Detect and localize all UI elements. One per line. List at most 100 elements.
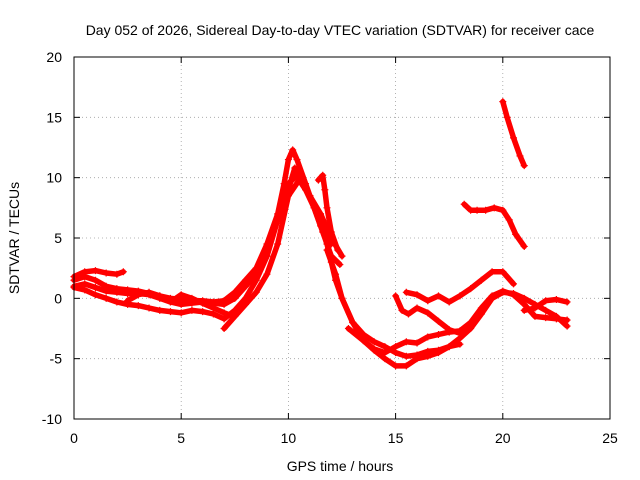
- data-point-marker: [359, 337, 367, 345]
- data-point-marker: [156, 292, 164, 300]
- data-point-marker: [113, 288, 121, 296]
- data-point-marker: [520, 294, 528, 302]
- data-point-marker: [327, 228, 335, 236]
- data-point-marker: [392, 362, 400, 370]
- data-point-marker: [424, 297, 432, 305]
- data-point-marker: [467, 206, 475, 214]
- data-point-marker: [392, 292, 400, 300]
- data-point-marker: [284, 156, 292, 164]
- data-point-marker: [336, 261, 344, 269]
- data-point-marker: [542, 306, 550, 314]
- data-point-marker: [156, 306, 164, 314]
- data-point-marker: [499, 268, 507, 276]
- y-tick-label: 0: [54, 290, 62, 306]
- data-point-marker: [124, 290, 132, 298]
- data-point-marker: [332, 270, 340, 278]
- data-point-marker: [344, 325, 352, 332]
- data-point-marker: [263, 252, 271, 260]
- data-point-marker: [321, 186, 329, 194]
- data-point-marker: [102, 269, 110, 277]
- data-point-marker: [542, 297, 550, 305]
- data-point-marker: [295, 176, 303, 184]
- series-line-track-7: [315, 172, 341, 253]
- data-point-marker: [460, 200, 468, 208]
- data-point-marker: [503, 113, 511, 121]
- data-point-marker: [323, 204, 331, 212]
- y-tick-label: 15: [46, 109, 62, 125]
- data-point-marker: [473, 206, 481, 214]
- data-point-marker: [284, 192, 292, 200]
- data-point-marker: [291, 164, 299, 172]
- data-point-marker: [338, 294, 346, 302]
- data-point-marker: [349, 318, 357, 326]
- chart-title: Day 052 of 2026, Sidereal Day-to-day VTE…: [86, 22, 595, 38]
- y-tick-label: -5: [50, 351, 63, 367]
- data-point-marker: [102, 294, 110, 302]
- data-point-marker: [424, 333, 432, 341]
- data-point-marker: [552, 296, 560, 304]
- data-point-marker: [505, 216, 513, 224]
- data-point-marker: [499, 206, 507, 214]
- data-point-marker: [392, 343, 400, 351]
- data-point-marker: [81, 286, 89, 294]
- data-point-marker: [242, 300, 250, 308]
- data-point-marker: [91, 283, 99, 291]
- data-point-marker: [231, 312, 239, 320]
- data-point-marker: [119, 268, 127, 276]
- data-point-marker: [477, 304, 485, 312]
- data-point-marker: [220, 315, 228, 323]
- data-point-marker: [381, 349, 389, 357]
- data-point-marker: [413, 304, 421, 312]
- data-point-marker: [81, 280, 89, 288]
- data-point-marker: [434, 331, 442, 339]
- data-point-marker: [499, 98, 507, 106]
- x-tick-label: 25: [602, 430, 618, 446]
- data-point-marker: [563, 322, 571, 330]
- data-point-marker: [424, 309, 432, 317]
- data-point-marker: [319, 171, 327, 179]
- data-series: [70, 98, 571, 370]
- data-point-marker: [166, 298, 174, 306]
- data-point-marker: [124, 297, 132, 305]
- data-point-marker: [102, 287, 110, 295]
- data-point-marker: [456, 340, 464, 348]
- data-point-marker: [413, 339, 421, 347]
- data-point-marker: [293, 156, 301, 164]
- data-point-marker: [188, 294, 196, 302]
- data-point-marker: [188, 306, 196, 314]
- data-point-marker: [402, 288, 410, 296]
- data-point-marker: [402, 338, 410, 346]
- data-point-marker: [434, 349, 442, 357]
- data-point-marker: [91, 276, 99, 284]
- data-point-marker: [323, 240, 331, 248]
- data-point-marker: [145, 288, 153, 296]
- data-point-marker: [520, 162, 528, 170]
- data-point-marker: [434, 317, 442, 325]
- data-point-marker: [516, 152, 524, 160]
- data-point-marker: [323, 246, 331, 254]
- data-point-marker: [552, 315, 560, 323]
- data-point-marker: [306, 192, 314, 200]
- data-point-marker: [531, 304, 539, 312]
- data-point-marker: [445, 326, 453, 334]
- data-point-marker: [177, 300, 185, 308]
- data-point-marker: [274, 240, 282, 248]
- data-point-marker: [134, 302, 142, 310]
- data-point-marker: [81, 273, 89, 281]
- data-point-marker: [482, 206, 490, 214]
- data-point-marker: [398, 306, 406, 314]
- data-point-marker: [113, 270, 121, 278]
- data-point-marker: [424, 352, 432, 360]
- data-point-marker: [242, 282, 250, 290]
- data-point-marker: [413, 291, 421, 299]
- data-point-marker: [499, 287, 507, 295]
- data-point-marker: [413, 355, 421, 363]
- y-tick-label: 5: [54, 230, 62, 246]
- data-point-marker: [381, 343, 389, 351]
- x-tick-label: 10: [281, 430, 297, 446]
- data-point-marker: [252, 288, 260, 296]
- data-point-marker: [456, 292, 464, 300]
- x-tick-label: 5: [177, 430, 185, 446]
- data-point-marker: [510, 291, 518, 299]
